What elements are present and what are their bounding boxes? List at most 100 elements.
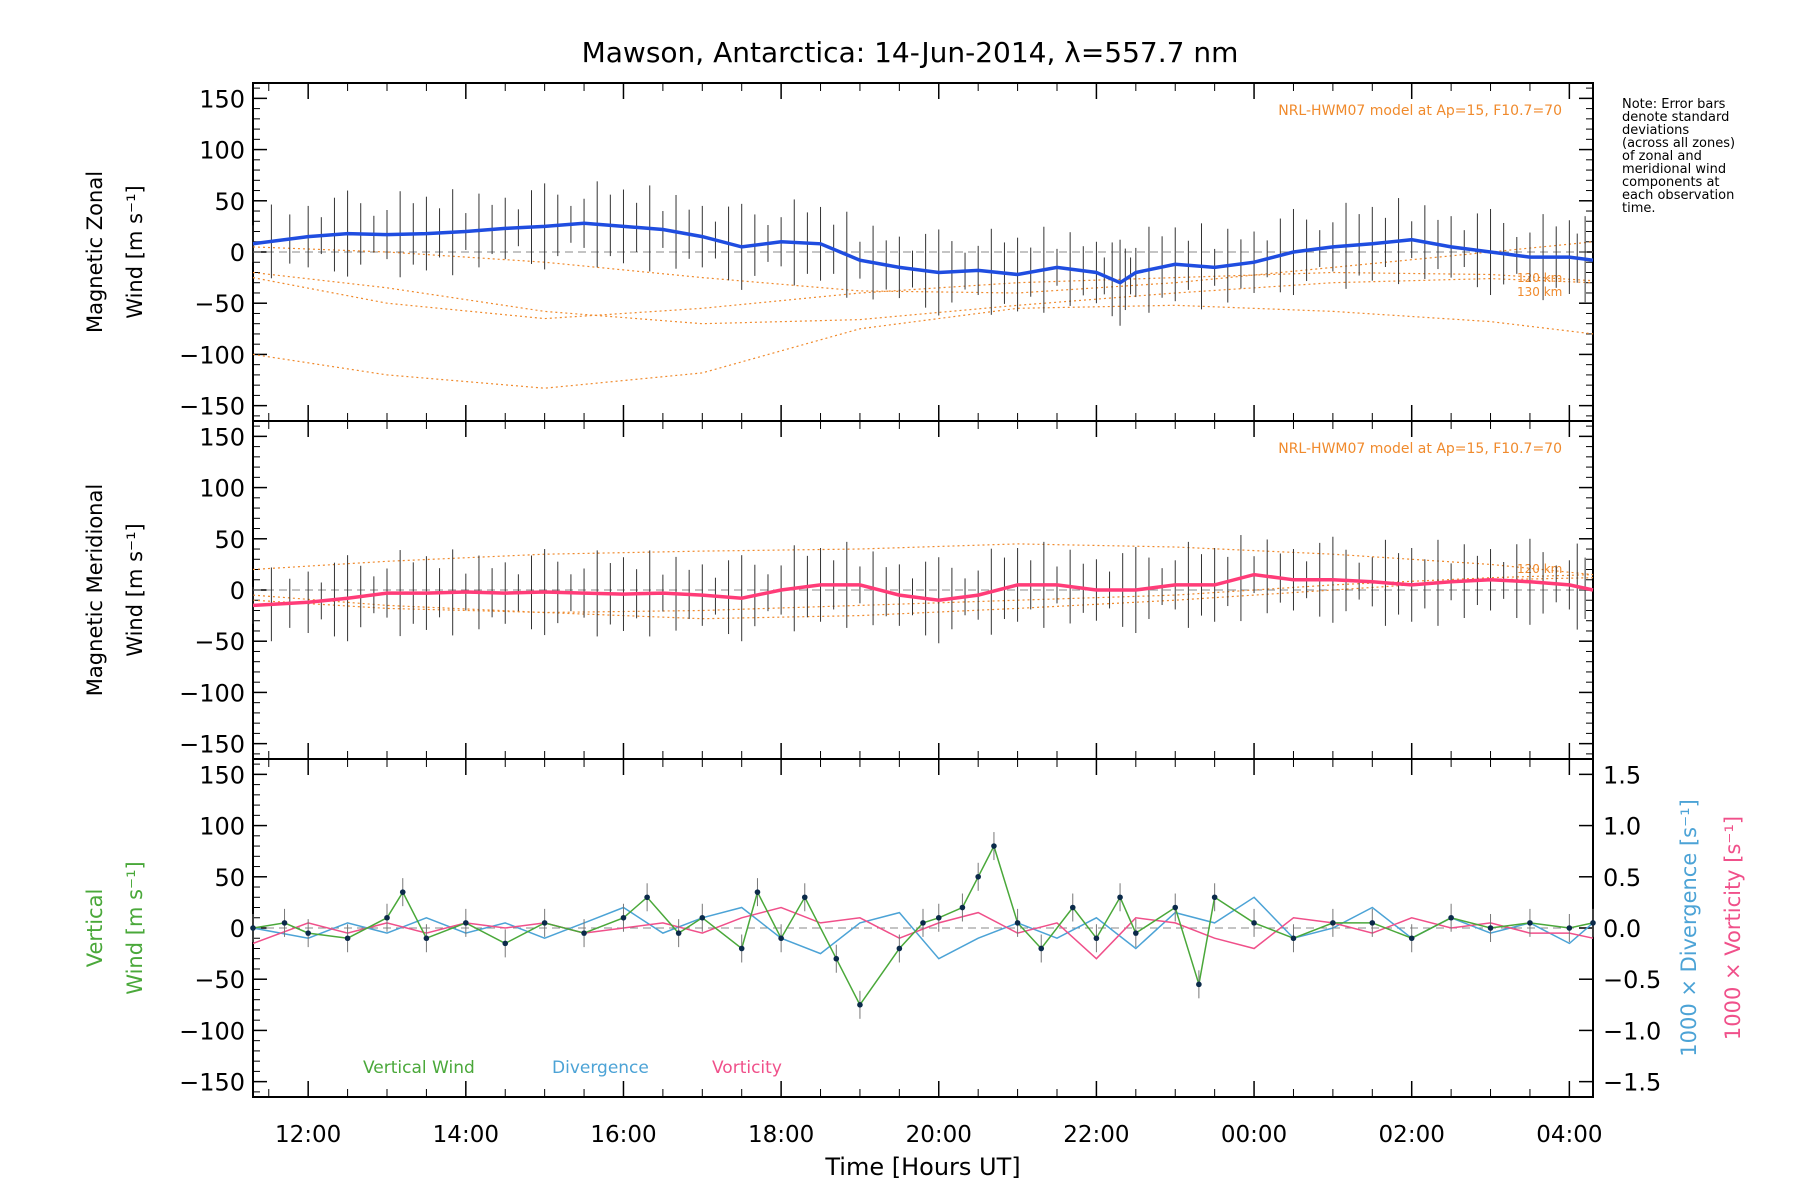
note-line: denote standard [1622,110,1729,125]
divergence-axis-label: 1000 × Divergence [s⁻¹] [1677,799,1701,1057]
meridional-model-height-120: 120 km [1517,562,1562,576]
note-line: each observation [1622,188,1734,203]
vertical-wind-point [305,930,311,936]
vertical-wind-point [1566,925,1573,931]
vertical-ylabel-line2: Wind [m s⁻¹] [123,861,147,994]
model-curve [252,271,1594,320]
vertical-wind-point [1211,894,1218,901]
note-line: (across all zones) [1622,136,1735,151]
legend-vertical-wind: Vertical Wind [363,1058,475,1078]
y2-tick-label: 1.0 [1603,813,1641,841]
vertical-wind-point [1133,930,1139,936]
vertical-wind-point [959,904,966,911]
y2-tick-label: 0.0 [1603,915,1641,943]
vertical-wind-point [644,894,650,901]
vertical-wind-point [857,1002,863,1008]
y-tick-label: 0 [230,577,245,605]
vertical-wind-point [1408,935,1415,942]
y-tick-label: 150 [199,85,245,113]
zonal-model-height-130: 130 km [1517,285,1562,299]
x-tick-label: 22:00 [1063,1122,1129,1148]
x-tick-label: 16:00 [590,1122,656,1148]
y-tick-label: 0 [230,239,245,267]
model-curve [252,543,1594,576]
vertical-wind-point [991,843,997,849]
wind-series-line [252,572,1594,608]
vertical-wind-point [250,925,256,931]
vertical-wind-point [1093,935,1100,942]
x-tick-label: 20:00 [906,1122,972,1148]
vertical-wind-point [975,873,981,880]
vertical-wind-point [1448,914,1454,921]
vertical-wind-point [1369,920,1376,926]
note-line: time. [1622,201,1656,216]
note-line: Note: Error bars [1622,97,1726,112]
y-tick-label: 0 [230,915,245,943]
vertical-wind-point [738,945,745,952]
y-tick-label: −150 [179,1069,245,1097]
y2-tick-label: −0.5 [1603,966,1661,994]
meridional-ylabel-line2: Wind [m s⁻¹] [123,523,147,656]
x-tick-label: 04:00 [1536,1122,1602,1148]
vertical-wind-point [620,914,627,921]
y-tick-label: 100 [199,813,245,841]
vertical-wind-point [1196,981,1202,988]
vertical-wind-point [1117,894,1123,901]
meridional-ylabel-line1: Magnetic Meridional [83,484,107,696]
vorticity-axis-label: 1000 × Vorticity [s⁻¹] [1721,816,1745,1040]
y-tick-label: −100 [179,679,245,707]
vertical-wind-point [1069,904,1076,911]
y-tick-label: −100 [179,341,245,369]
zonal-ylabel-line1: Magnetic Zonal [83,171,107,333]
y2-tick-label: 0.5 [1603,864,1641,892]
chart-marks: 150100500−50−100−150150100500−50−100−150… [179,83,1661,1148]
y-tick-label: −50 [194,628,245,656]
note-line: of zonal and [1622,149,1702,164]
vertical-wind-point [801,894,808,901]
zonal-ylabel-line2: Wind [m s⁻¹] [123,185,147,318]
model-curve [252,304,1594,389]
vertical-wind-point [833,955,840,962]
y-tick-label: −150 [179,393,245,421]
x-tick-label: 18:00 [748,1122,814,1148]
y-tick-label: 150 [199,423,245,451]
vertical-wind-point [1038,945,1045,952]
legend-vorticity: Vorticity [712,1058,782,1078]
y-tick-label: 100 [199,475,245,503]
wind-series-line [252,221,1594,285]
vertical-wind-point [675,930,682,936]
meridional-model-label: NRL-HWM07 model at Ap=15, F10.7=70 [1278,441,1562,457]
error-bar-note: Note: Error bars denote standard deviati… [1622,97,1735,216]
vertical-wind-point [1251,920,1257,926]
vertical-wind-point [1014,920,1021,926]
vertical-wind-point [1172,904,1179,911]
y-tick-label: 50 [214,188,245,216]
vertical-wind-point [1590,920,1596,926]
vertical-wind-point [935,914,942,921]
model-curve [252,241,1594,294]
y-tick-label: 50 [214,864,245,892]
vertical-wind-line [252,844,1594,1007]
vertical-wind-point [1527,920,1533,926]
x-axis-label: Time [Hours UT] [824,1153,1020,1181]
vertical-wind-point [896,945,903,952]
y-tick-label: −50 [194,966,245,994]
note-line: components at [1622,175,1720,190]
y-tick-label: 100 [199,137,245,165]
note-line: deviations [1622,123,1689,138]
x-tick-label: 12:00 [275,1122,341,1148]
vertical-wind-point [399,889,406,895]
y-tick-label: −100 [179,1017,245,1045]
y2-tick-label: −1.5 [1603,1069,1661,1097]
vertical-wind-point [344,935,351,942]
y2-tick-label: −1.0 [1603,1017,1661,1045]
y-tick-label: −50 [194,290,245,318]
chart-title: Mawson, Antarctica: 14-Jun-2014, λ=557.7… [582,36,1239,69]
vertical-wind-point [754,889,761,895]
vertical-wind-point [423,935,430,942]
vertical-ylabel-line1: Vertical [83,889,107,968]
zonal-model-label: NRL-HWM07 model at Ap=15, F10.7=70 [1278,103,1562,119]
vertical-wind-point [502,940,509,947]
x-tick-label: 02:00 [1379,1122,1445,1148]
